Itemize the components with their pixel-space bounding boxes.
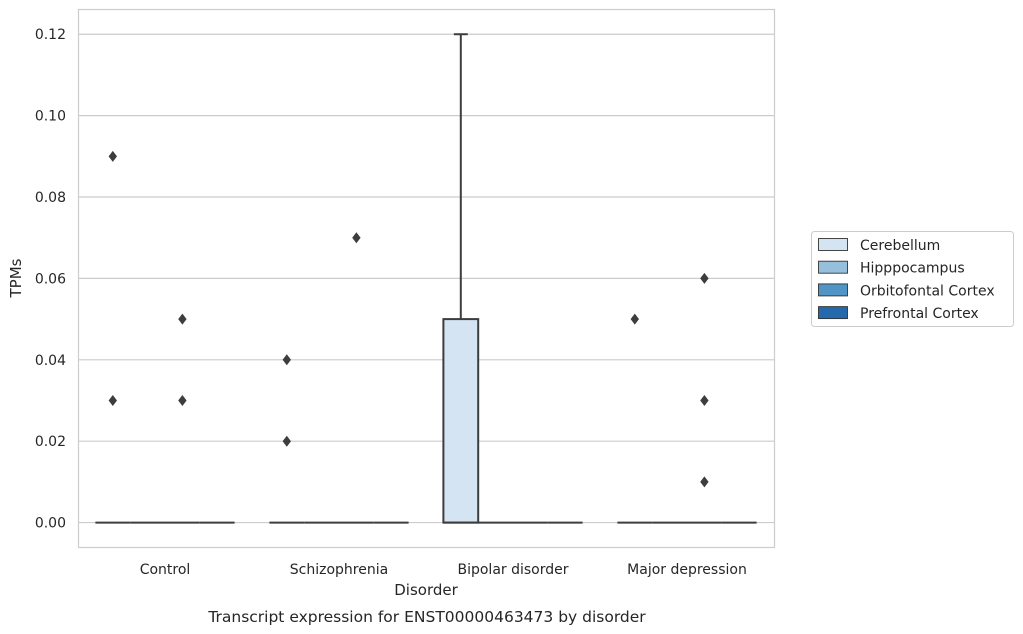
legend-swatch (818, 306, 848, 320)
box-3-2 (687, 272, 722, 524)
y-tick-label: 0.04 (35, 353, 66, 369)
legend-swatch (818, 238, 848, 251)
y-tick-label: 0.06 (35, 271, 66, 287)
x-axis-title: Disorder (394, 581, 458, 599)
legend-label: Prefrontal Cortex (860, 306, 979, 322)
y-axis-title: TPMs (7, 258, 25, 298)
outlier-point (700, 394, 709, 406)
y-tick-labels: 0.00 0.02 0.04 0.06 0.08 0.10 0.12 (35, 27, 66, 531)
outlier-point (282, 435, 291, 447)
outlier-point (108, 394, 117, 406)
x-tick-label: Schizophrenia (290, 562, 388, 578)
x-tick-labels: Control Schizophrenia Bipolar disorder Majo… (140, 562, 747, 578)
y-tick-label: 0.12 (35, 27, 66, 43)
plot-frame (77, 8, 776, 549)
legend-label: Orbitofontal Cortex (860, 283, 995, 299)
box-body (442, 318, 480, 524)
chart-caption: Transcript expression for ENST0000046347… (207, 608, 646, 626)
x-tick-label: Bipolar disorder (457, 562, 568, 578)
y-tick-label: 0.00 (35, 516, 66, 532)
legend-frame (811, 231, 1014, 327)
legend-label: Cerebellum (860, 238, 940, 254)
box-0-2 (165, 313, 200, 524)
outlier-point (630, 313, 639, 325)
box-1-2 (339, 232, 374, 524)
y-tick-label: 0.02 (35, 434, 66, 450)
boxes (95, 33, 757, 524)
outlier-point (178, 313, 187, 325)
box-0-0 (95, 150, 131, 524)
outlier-point (108, 150, 117, 162)
outlier-point (352, 232, 361, 244)
legend-label: Hipppocampus (860, 261, 965, 277)
outlier-point (700, 476, 709, 488)
box-1-0 (269, 354, 305, 524)
x-tick-label: Major depression (627, 562, 747, 578)
grid-lines (78, 33, 774, 524)
legend-swatch (818, 283, 848, 297)
outlier-point (282, 354, 291, 366)
box-3-0 (617, 313, 653, 524)
box-2-0 (442, 33, 480, 524)
legend: Cerebellum Hipppocampus Orbitofontal Corte… (811, 231, 1014, 327)
y-tick-label: 0.08 (35, 190, 66, 206)
outlier-point (700, 272, 709, 284)
legend-swatch (818, 260, 848, 274)
x-tick-label: Control (140, 562, 191, 578)
outlier-point (178, 394, 187, 406)
y-tick-label: 0.10 (35, 109, 66, 125)
